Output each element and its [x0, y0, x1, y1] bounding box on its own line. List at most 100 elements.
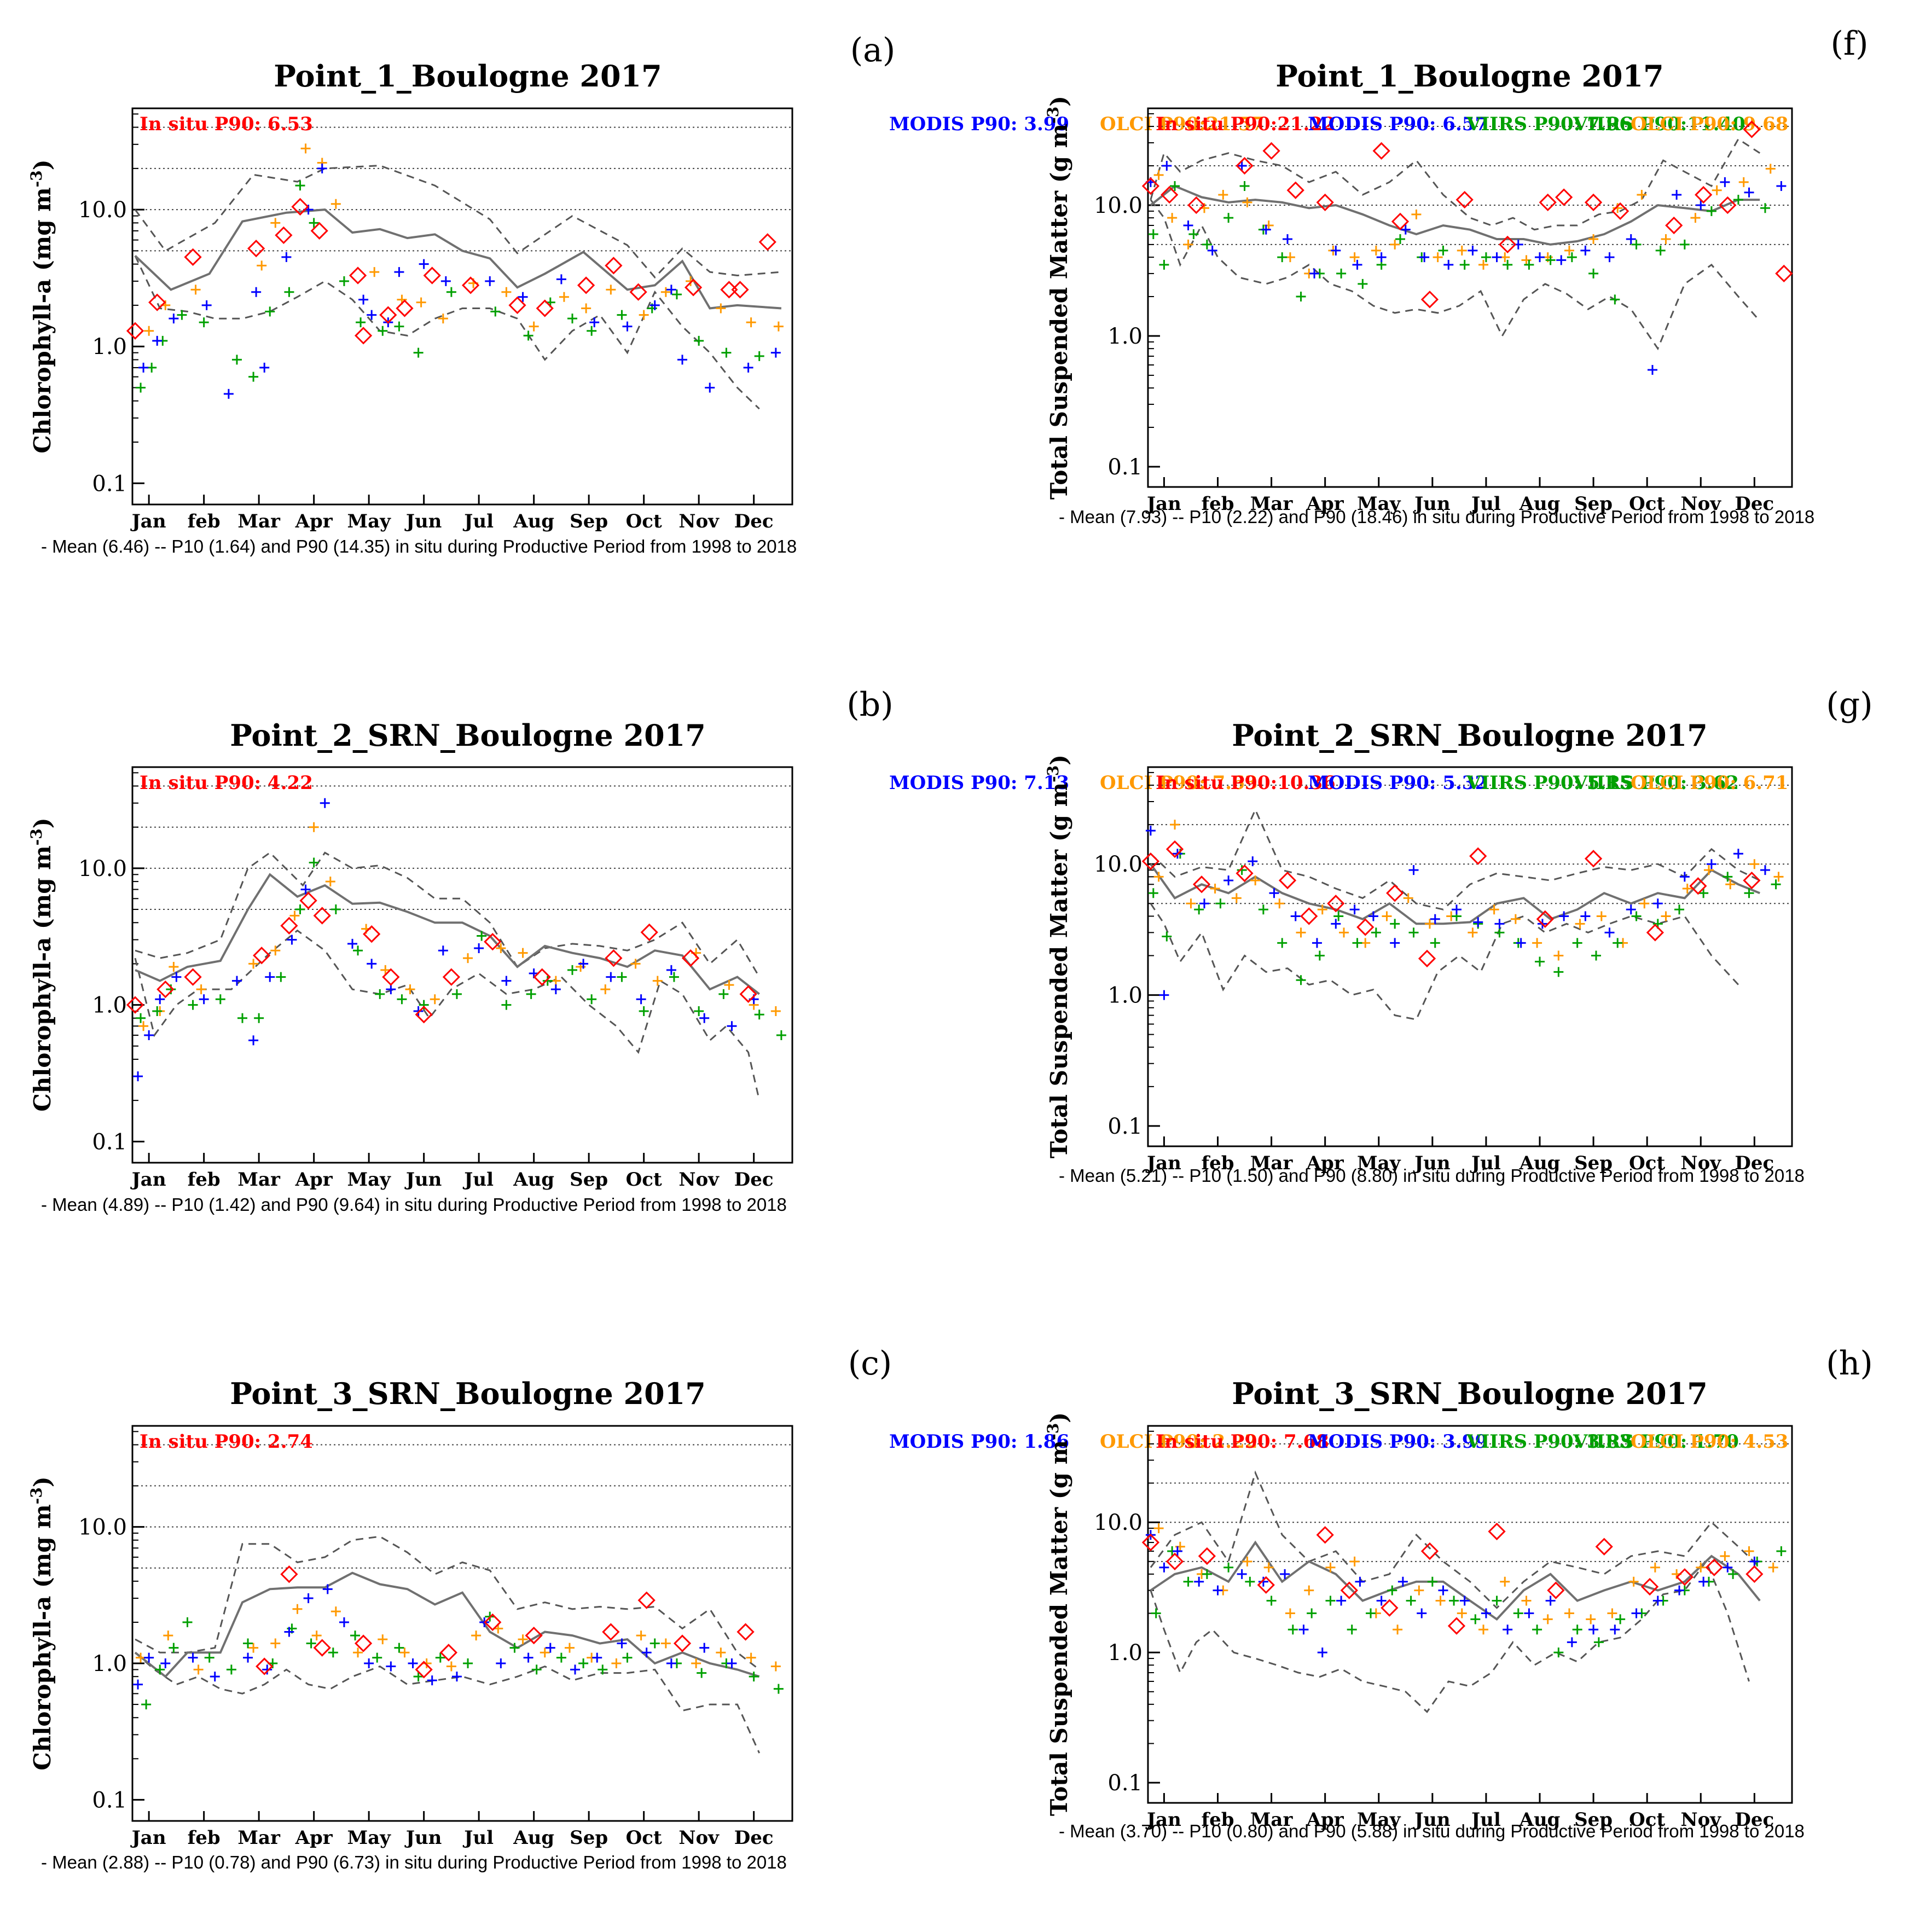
- x-tick-label: Nov: [1681, 493, 1722, 515]
- y-tick-label: 1.0: [1107, 983, 1143, 1008]
- y-axis-label-main: Total Suspended Matter (g m: [1046, 124, 1072, 500]
- insitu-point: [1584, 850, 1603, 868]
- viirs-point: [1239, 181, 1250, 192]
- insitu-point: [1775, 264, 1793, 283]
- insitu-point: [1141, 852, 1160, 871]
- olci-point: [193, 1664, 204, 1675]
- x-tick-label: Jun: [1413, 1809, 1451, 1831]
- y-axis-label: Chlorophyll-a (mg m-3): [27, 1476, 56, 1770]
- modis-point: [281, 252, 292, 262]
- x-tick-label: feb: [1201, 493, 1234, 515]
- olci-point: [353, 1647, 363, 1658]
- insitu-point: [299, 891, 317, 910]
- viirs-point: [1513, 1608, 1523, 1618]
- modis-point: [364, 1658, 374, 1668]
- viirs-point: [617, 972, 627, 982]
- viirs-point: [1723, 872, 1733, 882]
- viirs-point: [1148, 229, 1158, 239]
- x-tick-label: May: [1357, 1809, 1401, 1831]
- modis-point: [1430, 914, 1440, 924]
- insitu-point: [1611, 202, 1629, 221]
- insitu-point: [1165, 1552, 1184, 1570]
- plot-frame: [131, 107, 793, 506]
- insitu-point: [602, 1623, 620, 1641]
- viirs-point: [1679, 239, 1690, 250]
- viirs-point: [1572, 938, 1582, 948]
- modis-point: [367, 310, 377, 320]
- modis-point: [223, 388, 234, 399]
- insitu-point: [280, 1565, 298, 1583]
- modis-point: [1674, 1585, 1685, 1596]
- modis-point: [727, 1658, 737, 1668]
- modis-point: [144, 1652, 154, 1663]
- modis-point: [339, 1617, 349, 1627]
- viirs-point: [1567, 252, 1577, 263]
- modis-point: [1183, 220, 1193, 230]
- stat-modis: MODIS P90: 7.13: [889, 772, 1069, 794]
- olci-point: [1153, 1523, 1164, 1534]
- insitu-point: [156, 980, 175, 999]
- insitu-point: [484, 933, 502, 951]
- modis-point: [1309, 268, 1320, 279]
- y-tick-label: 0.1: [92, 1788, 127, 1813]
- modis-point: [606, 972, 616, 982]
- insitu-point: [1165, 840, 1184, 858]
- viirs-point: [587, 994, 597, 1005]
- x-tick-label: Jun: [1413, 493, 1451, 515]
- olci-point: [1478, 1624, 1489, 1635]
- viirs-point: [1655, 245, 1666, 256]
- modis-point: [545, 1643, 555, 1653]
- chart-title: Point_3_SRN_Boulogne 2017: [1232, 1376, 1708, 1411]
- olci-point: [581, 303, 591, 314]
- olci-point: [416, 297, 426, 308]
- viirs-point: [177, 310, 187, 320]
- insitu-point: [415, 1661, 433, 1679]
- olci-point: [1457, 1608, 1467, 1618]
- viirs-point: [1588, 268, 1599, 279]
- modis-point: [1280, 1569, 1290, 1579]
- modis-point: [1610, 1624, 1620, 1635]
- modis-point: [262, 1664, 272, 1675]
- viirs-point: [1366, 1608, 1376, 1618]
- olci-point: [660, 287, 671, 297]
- plot-frame: [1147, 1425, 1793, 1804]
- olci-point: [529, 321, 539, 332]
- y-tick-label: 10.0: [1094, 193, 1143, 218]
- olci-point: [190, 285, 201, 295]
- viirs-point: [1202, 1569, 1212, 1579]
- viirs-point: [1202, 239, 1212, 250]
- insitu-point: [508, 296, 526, 315]
- modis-point: [1298, 1624, 1309, 1635]
- viirs-point: [1277, 252, 1288, 263]
- insitu-point: [148, 293, 166, 311]
- viirs-point: [1459, 259, 1470, 270]
- x-tick-label: Oct: [626, 1169, 662, 1191]
- modis-point: [501, 976, 512, 986]
- olci-point: [270, 945, 281, 956]
- viirs-point: [237, 1013, 247, 1023]
- mean-line: [134, 208, 782, 310]
- viirs-point: [669, 972, 679, 982]
- olci-point: [1661, 234, 1671, 245]
- olci-point: [1765, 164, 1776, 174]
- olci-point: [1575, 919, 1585, 929]
- olci-point: [1768, 1562, 1778, 1573]
- viirs-point: [617, 310, 627, 320]
- insitu-point: [1372, 142, 1390, 160]
- p90-line: [135, 851, 760, 978]
- stat-olci: OLCI P90: 2.22: [1100, 1431, 1257, 1453]
- y-tick-label: 10.0: [1094, 1510, 1143, 1535]
- x-tick-label: Mar: [1250, 493, 1294, 515]
- modis-point: [1481, 1608, 1491, 1618]
- modis-point: [1400, 224, 1411, 235]
- modis-point: [1652, 898, 1663, 909]
- viirs-point: [372, 1652, 382, 1663]
- panel-label: (c): [848, 1344, 892, 1383]
- x-tick-label: Mar: [237, 1827, 281, 1849]
- modis-point: [1604, 252, 1615, 263]
- olci-point: [1424, 919, 1435, 929]
- viirs-point: [776, 1030, 786, 1040]
- olci-point: [1274, 898, 1285, 909]
- olci-point: [1304, 1585, 1314, 1596]
- y-axis-label: Total Suspended Matter (g m-3): [1044, 755, 1072, 1158]
